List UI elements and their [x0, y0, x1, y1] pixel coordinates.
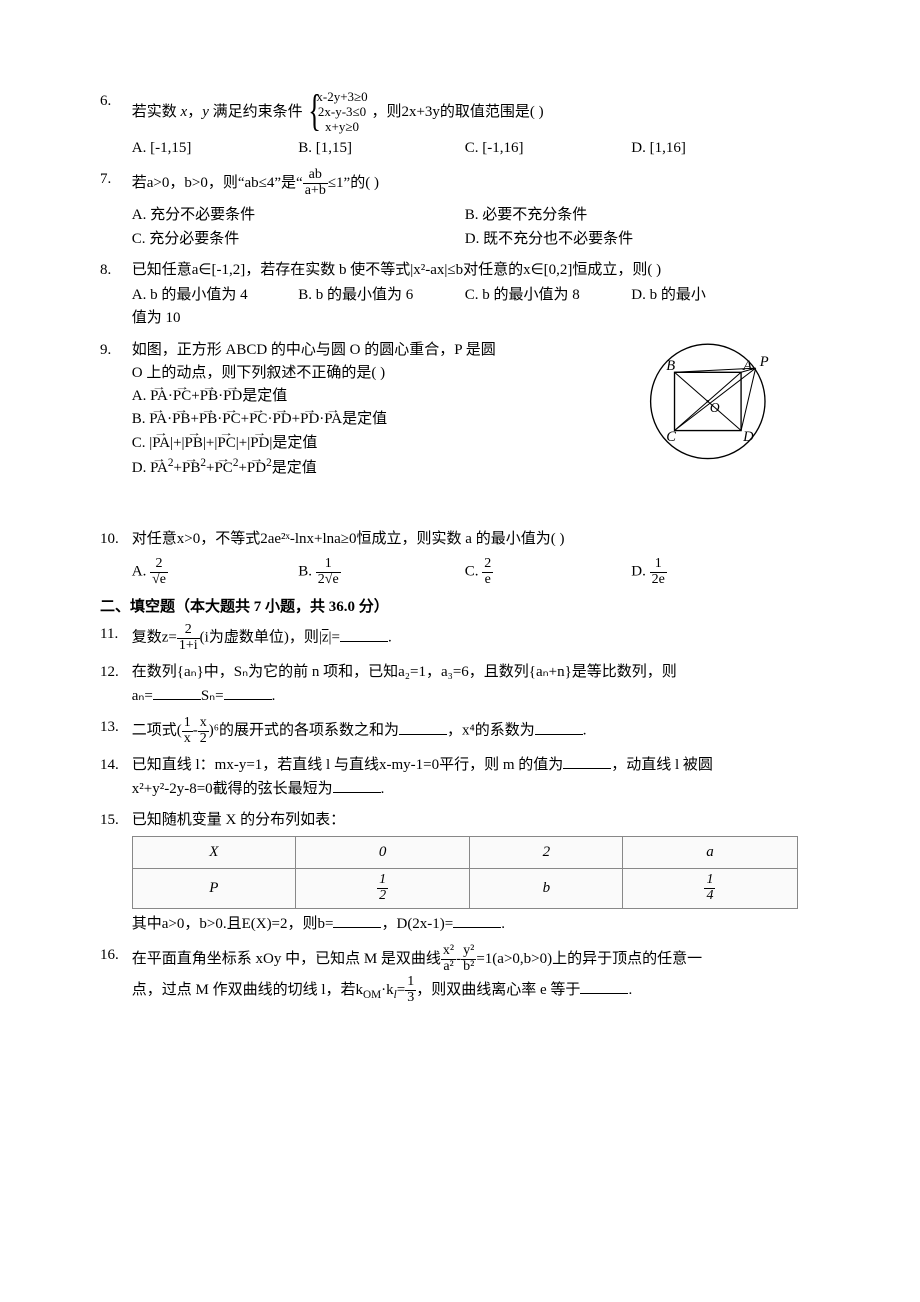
- cell-b: b: [470, 869, 623, 908]
- q7-stem: 若a>0，b>0，则“ab≤4”是“aba+b≤1”的( ): [132, 175, 379, 191]
- distribution-table: X 0 2 a P 12 b 14: [132, 836, 798, 909]
- q7-opt-a[interactable]: A. 充分不必要条件: [132, 204, 465, 227]
- svg-text:O: O: [710, 399, 720, 414]
- cell-P: P: [132, 869, 295, 908]
- question-13: 13. 二项式(1x-x2)⁶的展开式的各项系数之和为，x⁴的系数为.: [100, 716, 800, 746]
- q13-num: 13.: [100, 716, 128, 739]
- q7-opt-d[interactable]: D. 既不充分也不必要条件: [465, 228, 798, 251]
- svg-text:D: D: [742, 429, 754, 445]
- q14-body: 已知直线 l：mx-y=1，若直线 l 与直线x-my-1=0平行，则 m 的值…: [132, 754, 798, 801]
- q8-opt-a[interactable]: A. b 的最小值为 4: [132, 284, 299, 307]
- question-16: 16. 在平面直角坐标系 xOy 中，已知点 M 是双曲线x²a²-y²b²=1…: [100, 944, 800, 1006]
- q15-num: 15.: [100, 809, 128, 832]
- table-row: X 0 2 a: [132, 837, 797, 869]
- q7-options: A. 充分不必要条件 B. 必要不充分条件 C. 充分必要条件 D. 既不充分也…: [132, 204, 798, 251]
- question-6: 6. 若实数 x，y 满足约束条件 x-2y+3≥0 2x-y-3≤0 x+y≥…: [100, 90, 800, 160]
- q8-options: A. b 的最小值为 4 B. b 的最小值为 6 C. b 的最小值为 8 D…: [132, 284, 798, 307]
- q9-figure: B A C D O P: [618, 339, 798, 481]
- blank[interactable]: [453, 913, 501, 927]
- q8-body: 已知任意a∈[-1,2]，若存在实数 b 使不等式|x²-ax|≤b对任意的x∈…: [132, 259, 798, 331]
- q12-num: 12.: [100, 661, 128, 684]
- q6-options: A. [-1,15] B. [1,15] C. [-1,16] D. [1,16…: [132, 137, 798, 160]
- blank[interactable]: [535, 720, 583, 734]
- table-row: P 12 b 14: [132, 869, 797, 908]
- svg-text:C: C: [666, 429, 676, 445]
- q6-opt-d[interactable]: D. [1,16]: [631, 137, 798, 160]
- q8-opt-d-cont: 值为 10: [132, 307, 798, 330]
- q10-opt-a[interactable]: A. 2√e: [132, 557, 299, 587]
- q13-body: 二项式(1x-x2)⁶的展开式的各项系数之和为，x⁴的系数为.: [132, 716, 798, 746]
- blank[interactable]: [580, 979, 628, 993]
- q14-num: 14.: [100, 754, 128, 777]
- q8-num: 8.: [100, 259, 128, 282]
- q7-opt-b[interactable]: B. 必要不充分条件: [465, 204, 798, 227]
- question-10: 10. 对任意x>0，不等式2ae²ˣ-lnx+lna≥0恒成立，则实数 a 的…: [100, 528, 800, 588]
- cell-0: 0: [295, 837, 470, 869]
- q12-l1: 在数列{aₙ}中，Sₙ为它的前 n 项和，已知a₂=1，a₃=6，且数列{aₙ+…: [132, 661, 798, 684]
- q10-options: A. 2√e B. 12√e C. 2e D. 12e: [132, 557, 798, 587]
- q6-stem: 若实数 x，y 满足约束条件 x-2y+3≥0 2x-y-3≤0 x+y≥0 ，…: [132, 104, 544, 120]
- question-7: 7. 若a>0，b>0，则“ab≤4”是“aba+b≤1”的( ) A. 充分不…: [100, 168, 800, 251]
- q8-opt-b[interactable]: B. b 的最小值为 6: [298, 284, 465, 307]
- question-14: 14. 已知直线 l：mx-y=1，若直线 l 与直线x-my-1=0平行，则 …: [100, 754, 800, 801]
- question-9: 9. 如图，正方形 ABCD 的中心与圆 O 的圆心重合，P 是圆 O 上的动点…: [100, 339, 800, 481]
- cell-half: 12: [295, 869, 470, 908]
- svg-text:A: A: [742, 358, 752, 374]
- q10-opt-c[interactable]: C. 2e: [465, 557, 632, 587]
- q16-body: 在平面直角坐标系 xOy 中，已知点 M 是双曲线x²a²-y²b²=1(a>0…: [132, 944, 798, 1006]
- q8-stem: 已知任意a∈[-1,2]，若存在实数 b 使不等式|x²-ax|≤b对任意的x∈…: [132, 262, 661, 278]
- q12-body: 在数列{aₙ}中，Sₙ为它的前 n 项和，已知a₂=1，a₃=6，且数列{aₙ+…: [132, 661, 798, 708]
- q11-num: 11.: [100, 623, 128, 646]
- q6-constraints: x-2y+3≥0 2x-y-3≤0 x+y≥0: [306, 90, 367, 135]
- question-8: 8. 已知任意a∈[-1,2]，若存在实数 b 使不等式|x²-ax|≤b对任意…: [100, 259, 800, 331]
- cell-quarter: 14: [623, 869, 798, 908]
- q8-opt-c[interactable]: C. b 的最小值为 8: [465, 284, 632, 307]
- q6-opt-c[interactable]: C. [-1,16]: [465, 137, 632, 160]
- q10-body: 对任意x>0，不等式2ae²ˣ-lnx+lna≥0恒成立，则实数 a 的最小值为…: [132, 528, 798, 588]
- q15-l1: 已知随机变量 X 的分布列如表：: [132, 809, 798, 832]
- q6-num: 6.: [100, 90, 128, 113]
- question-11: 11. 复数z=21+i(i为虚数单位)，则|z|=.: [100, 623, 800, 653]
- blank[interactable]: [333, 778, 381, 792]
- blank[interactable]: [340, 627, 388, 641]
- q15-tail: 其中a>0，b>0.且E(X)=2，则b=，D(2x-1)=.: [132, 913, 798, 936]
- q7-num: 7.: [100, 168, 128, 191]
- q9-l1: 如图，正方形 ABCD 的中心与圆 O 的圆心重合，P 是圆: [132, 339, 618, 362]
- q9-num: 9.: [100, 339, 128, 362]
- q9-opt-d[interactable]: D. PA2+PB2+PC2+PD2是定值: [132, 455, 618, 480]
- q10-opt-d[interactable]: D. 12e: [631, 557, 798, 587]
- cell-X: X: [132, 837, 295, 869]
- question-12: 12. 在数列{aₙ}中，Sₙ为它的前 n 项和，已知a₂=1，a₃=6，且数列…: [100, 661, 800, 708]
- blank[interactable]: [153, 685, 201, 699]
- q15-body: 已知随机变量 X 的分布列如表： X 0 2 a P 12 b 14 其中a>0…: [132, 809, 798, 936]
- svg-text:P: P: [759, 354, 769, 370]
- blank[interactable]: [224, 685, 272, 699]
- q10-opt-b[interactable]: B. 12√e: [298, 557, 465, 587]
- blank[interactable]: [563, 755, 611, 769]
- q16-num: 16.: [100, 944, 128, 967]
- q8-opt-d[interactable]: D. b 的最小: [631, 284, 798, 307]
- blank[interactable]: [333, 913, 381, 927]
- svg-text:B: B: [666, 358, 675, 374]
- blank[interactable]: [399, 720, 447, 734]
- q6-body: 若实数 x，y 满足约束条件 x-2y+3≥0 2x-y-3≤0 x+y≥0 ，…: [132, 90, 798, 160]
- q6-opt-b[interactable]: B. [1,15]: [298, 137, 465, 160]
- q9-body: 如图，正方形 ABCD 的中心与圆 O 的圆心重合，P 是圆 O 上的动点，则下…: [132, 339, 798, 481]
- q6-opt-a[interactable]: A. [-1,15]: [132, 137, 299, 160]
- cell-2: 2: [470, 837, 623, 869]
- geometry-diagram: B A C D O P: [628, 339, 798, 469]
- q12-l2: aₙ=Sₙ=.: [132, 685, 798, 708]
- q7-opt-c[interactable]: C. 充分必要条件: [132, 228, 465, 251]
- q10-stem: 对任意x>0，不等式2ae²ˣ-lnx+lna≥0恒成立，则实数 a 的最小值为…: [132, 531, 565, 547]
- cell-a: a: [623, 837, 798, 869]
- q10-num: 10.: [100, 528, 128, 551]
- section-2-heading: 二、填空题（本大题共 7 小题，共 36.0 分）: [100, 596, 800, 619]
- q11-body: 复数z=21+i(i为虚数单位)，则|z|=.: [132, 623, 798, 653]
- question-15: 15. 已知随机变量 X 的分布列如表： X 0 2 a P 12 b 14 其…: [100, 809, 800, 936]
- q7-body: 若a>0，b>0，则“ab≤4”是“aba+b≤1”的( ) A. 充分不必要条…: [132, 168, 798, 251]
